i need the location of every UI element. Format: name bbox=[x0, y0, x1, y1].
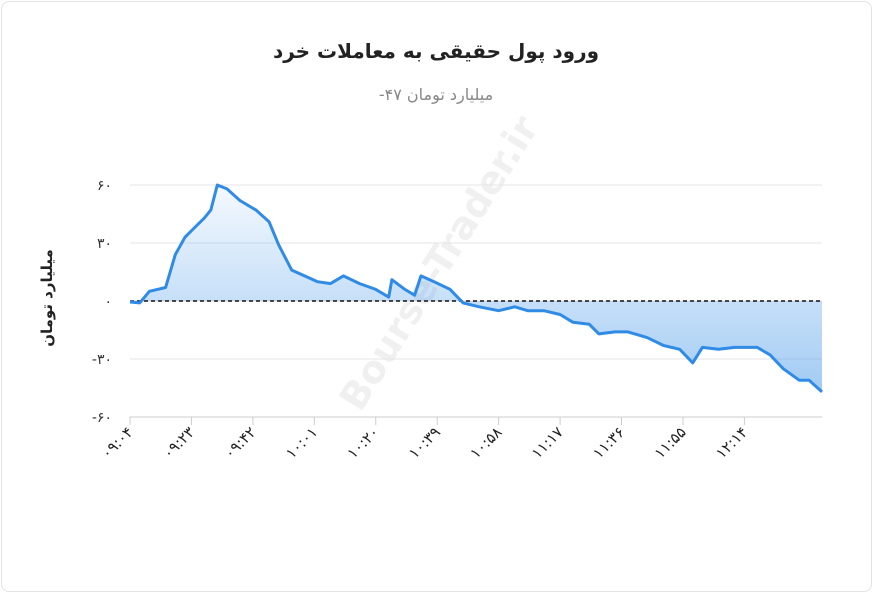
y-axis-title: میلیارد تومان bbox=[38, 249, 56, 347]
x-tick-label: ۰۹:۰۴ bbox=[98, 423, 137, 462]
y-tick-label: -۳۰ bbox=[92, 352, 112, 368]
x-tick-label: ۱۲:۱۴ bbox=[712, 423, 751, 462]
x-tick-label: ۰۹:۲۳ bbox=[159, 423, 198, 462]
y-tick-label: ۶۰ bbox=[97, 178, 112, 194]
y-tick-label: -۶۰ bbox=[92, 410, 112, 426]
chart-title: ورود پول حقیقی به معاملات خرد bbox=[273, 39, 599, 64]
x-tick-label: ۰۹:۴۲ bbox=[221, 423, 260, 462]
line bbox=[129, 183, 824, 394]
x-tick-label: ۱۰:۰۱ bbox=[282, 423, 321, 462]
x-tick-label: ۱۰:۲۰ bbox=[343, 423, 382, 462]
area bbox=[130, 185, 822, 392]
y-tick-label: ۰ bbox=[104, 294, 112, 310]
watermark: Bourse-Trader.ir bbox=[331, 108, 548, 418]
x-tick-label: ۱۰:۳۹ bbox=[405, 423, 444, 462]
x-tick-label: ۱۱:۱۷ bbox=[528, 423, 567, 462]
x-tick-label: ۱۰:۵۸ bbox=[466, 423, 505, 462]
chart-subtitle: میلیارد تومان ۴۷- bbox=[379, 85, 493, 105]
y-tick-label: ۳۰ bbox=[97, 236, 112, 252]
x-tick-label: ۱۱:۵۵ bbox=[651, 423, 690, 462]
x-tick-label: ۱۱:۳۶ bbox=[589, 423, 628, 462]
